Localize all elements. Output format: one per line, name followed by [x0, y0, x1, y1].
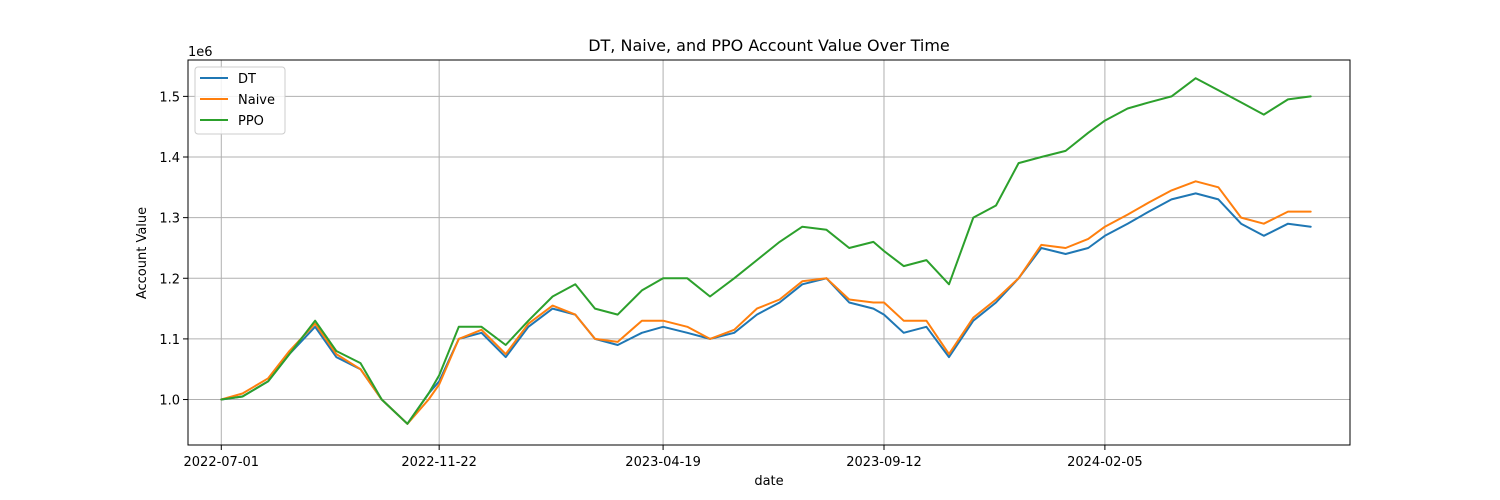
- y-tick-label: 1.3: [159, 212, 180, 227]
- y-tick-label: 1.4: [159, 151, 180, 166]
- x-tick-label: 2023-09-12: [846, 455, 922, 470]
- axis-ticks: 2022-07-01 2022-11-22 2023-04-19 2023-09-12…: [159, 90, 1142, 470]
- series-line-ppo: [220, 77, 1312, 425]
- y-tick-label: 1.0: [159, 394, 180, 409]
- series-lines: [220, 77, 1312, 425]
- legend-label-dt: DT: [238, 72, 256, 87]
- chart-title: DT, Naive, and PPO Account Value Over Ti…: [588, 36, 950, 55]
- legend-label-ppo: PPO: [238, 114, 264, 129]
- y-axis-title: Account Value: [135, 207, 150, 299]
- x-tick-label: 2024-02-05: [1067, 455, 1143, 470]
- x-axis-title: date: [754, 474, 783, 489]
- y-offset-label: 1e6: [188, 45, 213, 60]
- legend-label-naive: Naive: [238, 93, 275, 108]
- y-tick-label: 1.1: [159, 333, 180, 348]
- legend: DT Naive PPO: [194, 66, 286, 135]
- y-tick-label: 1.5: [159, 90, 180, 105]
- legend-box: [194, 66, 286, 135]
- plot-frame: [187, 59, 1351, 446]
- y-tick-label: 1.2: [159, 272, 180, 287]
- gridlines: [188, 60, 1350, 445]
- x-tick-label: 2022-07-01: [184, 455, 260, 470]
- x-tick-label: 2023-04-19: [625, 455, 701, 470]
- x-tick-label: 2022-11-22: [401, 455, 477, 470]
